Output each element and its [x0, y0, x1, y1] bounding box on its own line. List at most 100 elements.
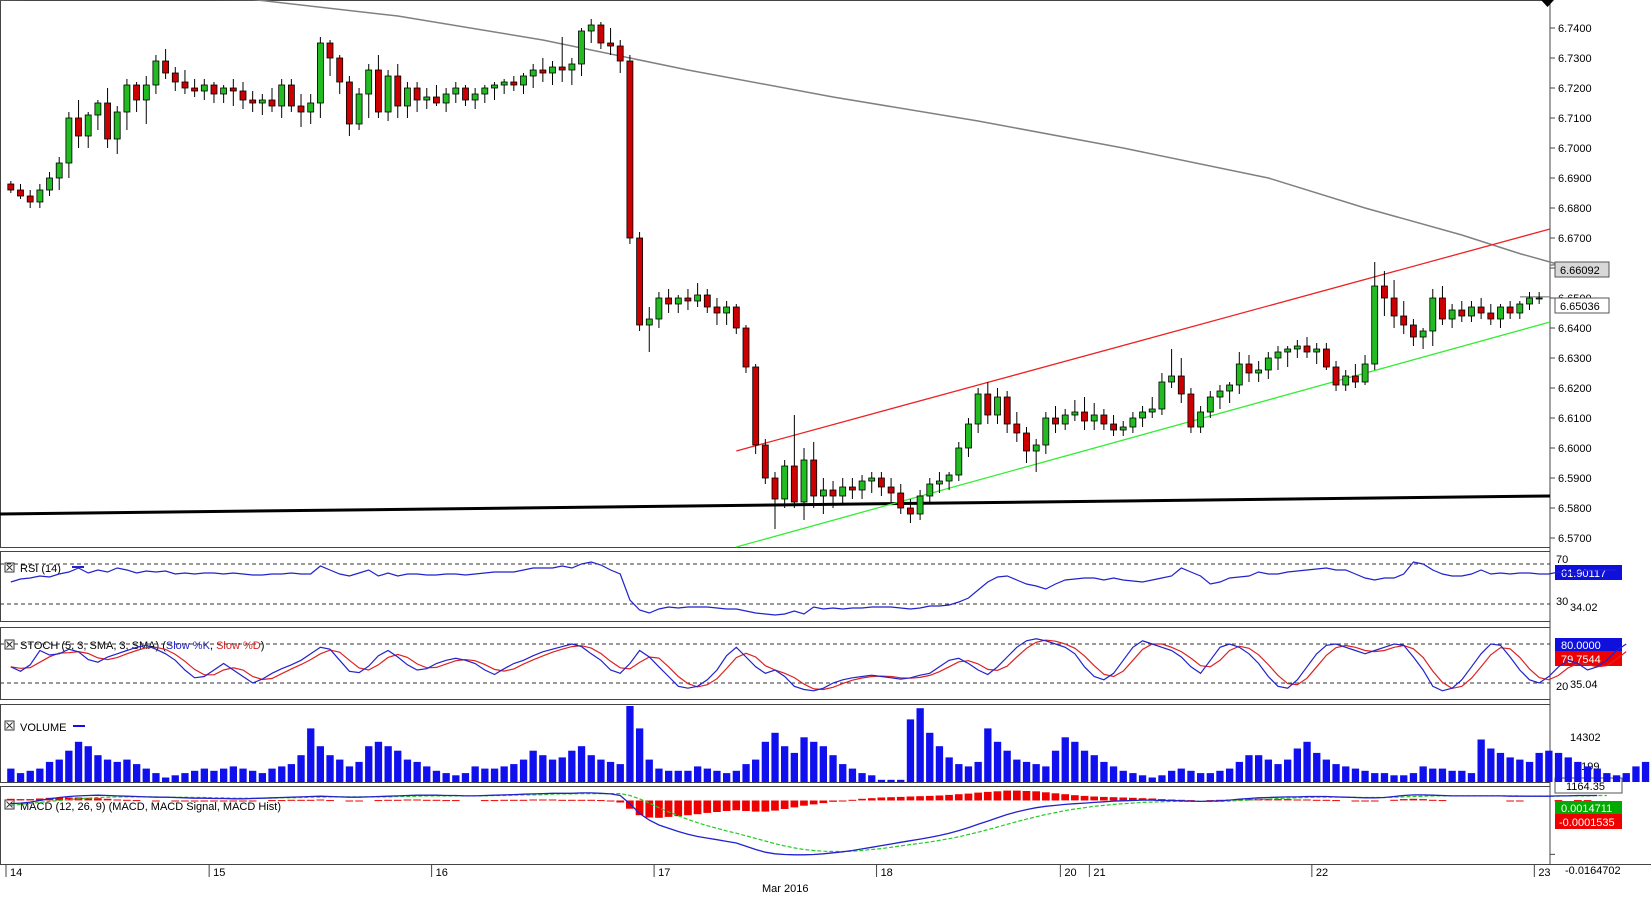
price-tick-label: 6.6000 [1558, 443, 1592, 455]
macd-hist-bar [732, 800, 741, 811]
candle-up [868, 477, 876, 482]
volume-bar [1467, 773, 1476, 782]
candle-up [1129, 417, 1137, 428]
volume-bar [761, 741, 769, 782]
candle-up [1206, 396, 1214, 413]
last-price-badge [1554, 297, 1610, 314]
volume-bar [471, 766, 479, 782]
macd-hist-bar [606, 800, 615, 802]
macd-hist-bar [1080, 795, 1089, 801]
macd-hist-bar [84, 797, 93, 801]
volume-bar [1042, 766, 1050, 782]
stoch-frame [0, 627, 1551, 700]
volume-bar [452, 775, 460, 782]
candle-up [278, 84, 286, 107]
candle-up [365, 69, 373, 95]
volume-bar [45, 761, 54, 782]
volume-bars [7, 706, 1650, 782]
volume-bar [490, 768, 499, 782]
macd-hist-bar [896, 796, 905, 801]
volume-bar [1351, 768, 1360, 782]
candle-down [104, 102, 111, 140]
volume-bar [955, 764, 963, 782]
macd-hist-bar [751, 800, 760, 812]
candle-down [752, 366, 760, 446]
macd-hist-bar [548, 799, 557, 801]
macd-hist-bar [403, 799, 412, 801]
volume-bar [1003, 750, 1011, 782]
macd-hist-bar [200, 800, 209, 802]
macd-hist-bar [16, 799, 25, 801]
candle-down [1187, 393, 1195, 428]
candle-down [239, 90, 247, 101]
macd-hist-bar [1090, 796, 1098, 801]
candle-up [1119, 426, 1127, 431]
candle-up [955, 447, 963, 476]
price-tick-label: 6.7300 [1558, 53, 1592, 65]
rsi-lines [0, 561, 1617, 616]
macd-hist-bar [287, 799, 296, 801]
candle-down [597, 24, 605, 44]
macd-hist-bar [577, 799, 586, 801]
macd-hist-bar [1100, 796, 1108, 801]
resistance-trendline [736, 228, 1551, 452]
volume-bar [1593, 768, 1601, 782]
macd-hist-bar [1293, 799, 1302, 801]
macd-hist-bar [693, 800, 702, 815]
candle-down [984, 393, 992, 416]
volume-bar [935, 746, 944, 782]
month-label: Mar 2016 [762, 883, 808, 895]
candle-up [839, 486, 847, 497]
price-tick-label: 6.6800 [1558, 203, 1592, 215]
candle-down [742, 327, 750, 368]
volume-bar [1487, 748, 1495, 782]
candle-down [1410, 324, 1417, 338]
rsi-current-label: 61.90117 [1561, 568, 1606, 580]
volume-bar [752, 759, 760, 782]
candle-up [529, 69, 537, 77]
macd-hist-bar [993, 791, 1002, 801]
macd-hist-bar [94, 798, 102, 801]
volume-bar [1583, 766, 1592, 782]
candle-down [336, 57, 344, 83]
stoch-lines [0, 638, 1627, 692]
macd-hist-bar [1438, 800, 1447, 802]
macd-hist-bar [819, 800, 828, 804]
volume-bar [500, 766, 508, 782]
macd-hist-bar [297, 799, 305, 801]
volume-bar [810, 741, 818, 782]
volume-bar [249, 770, 257, 782]
candle-up [258, 99, 266, 104]
stoch-d-badge [1555, 651, 1622, 666]
macd-hist-bar [510, 799, 518, 801]
volume-bar [461, 773, 470, 782]
macd-hist-bar [1399, 799, 1408, 801]
candle-up [1429, 297, 1437, 332]
volume-bar [1100, 761, 1108, 782]
macd-hist-bar [887, 797, 895, 801]
macd-badge [1555, 801, 1622, 814]
volume-bar [26, 770, 34, 782]
volume-bar [268, 768, 276, 782]
volume-bar [152, 773, 160, 782]
macd-hist-bar [645, 800, 654, 818]
volume-bar [510, 764, 518, 782]
candle-down [878, 477, 885, 488]
volume-bar [1564, 757, 1572, 782]
volume-bar [674, 770, 682, 782]
macd-hist-bar [597, 800, 605, 802]
price-badges: 6.66092 6.65036 [1554, 261, 1610, 314]
volume-bar [558, 757, 566, 782]
day-label: 15 [213, 867, 225, 879]
macd-axis-label: -0.0164702 [1565, 865, 1621, 877]
volume-bar [819, 746, 827, 782]
candle-down [297, 105, 305, 113]
volume-bar [1477, 739, 1485, 782]
candle-up [800, 459, 808, 503]
scroll-marker-icon[interactable] [1541, 0, 1554, 7]
candle-down [394, 75, 402, 107]
volume-bar [626, 706, 634, 782]
macd-hist-bar [558, 799, 566, 801]
candle-up [858, 480, 866, 491]
